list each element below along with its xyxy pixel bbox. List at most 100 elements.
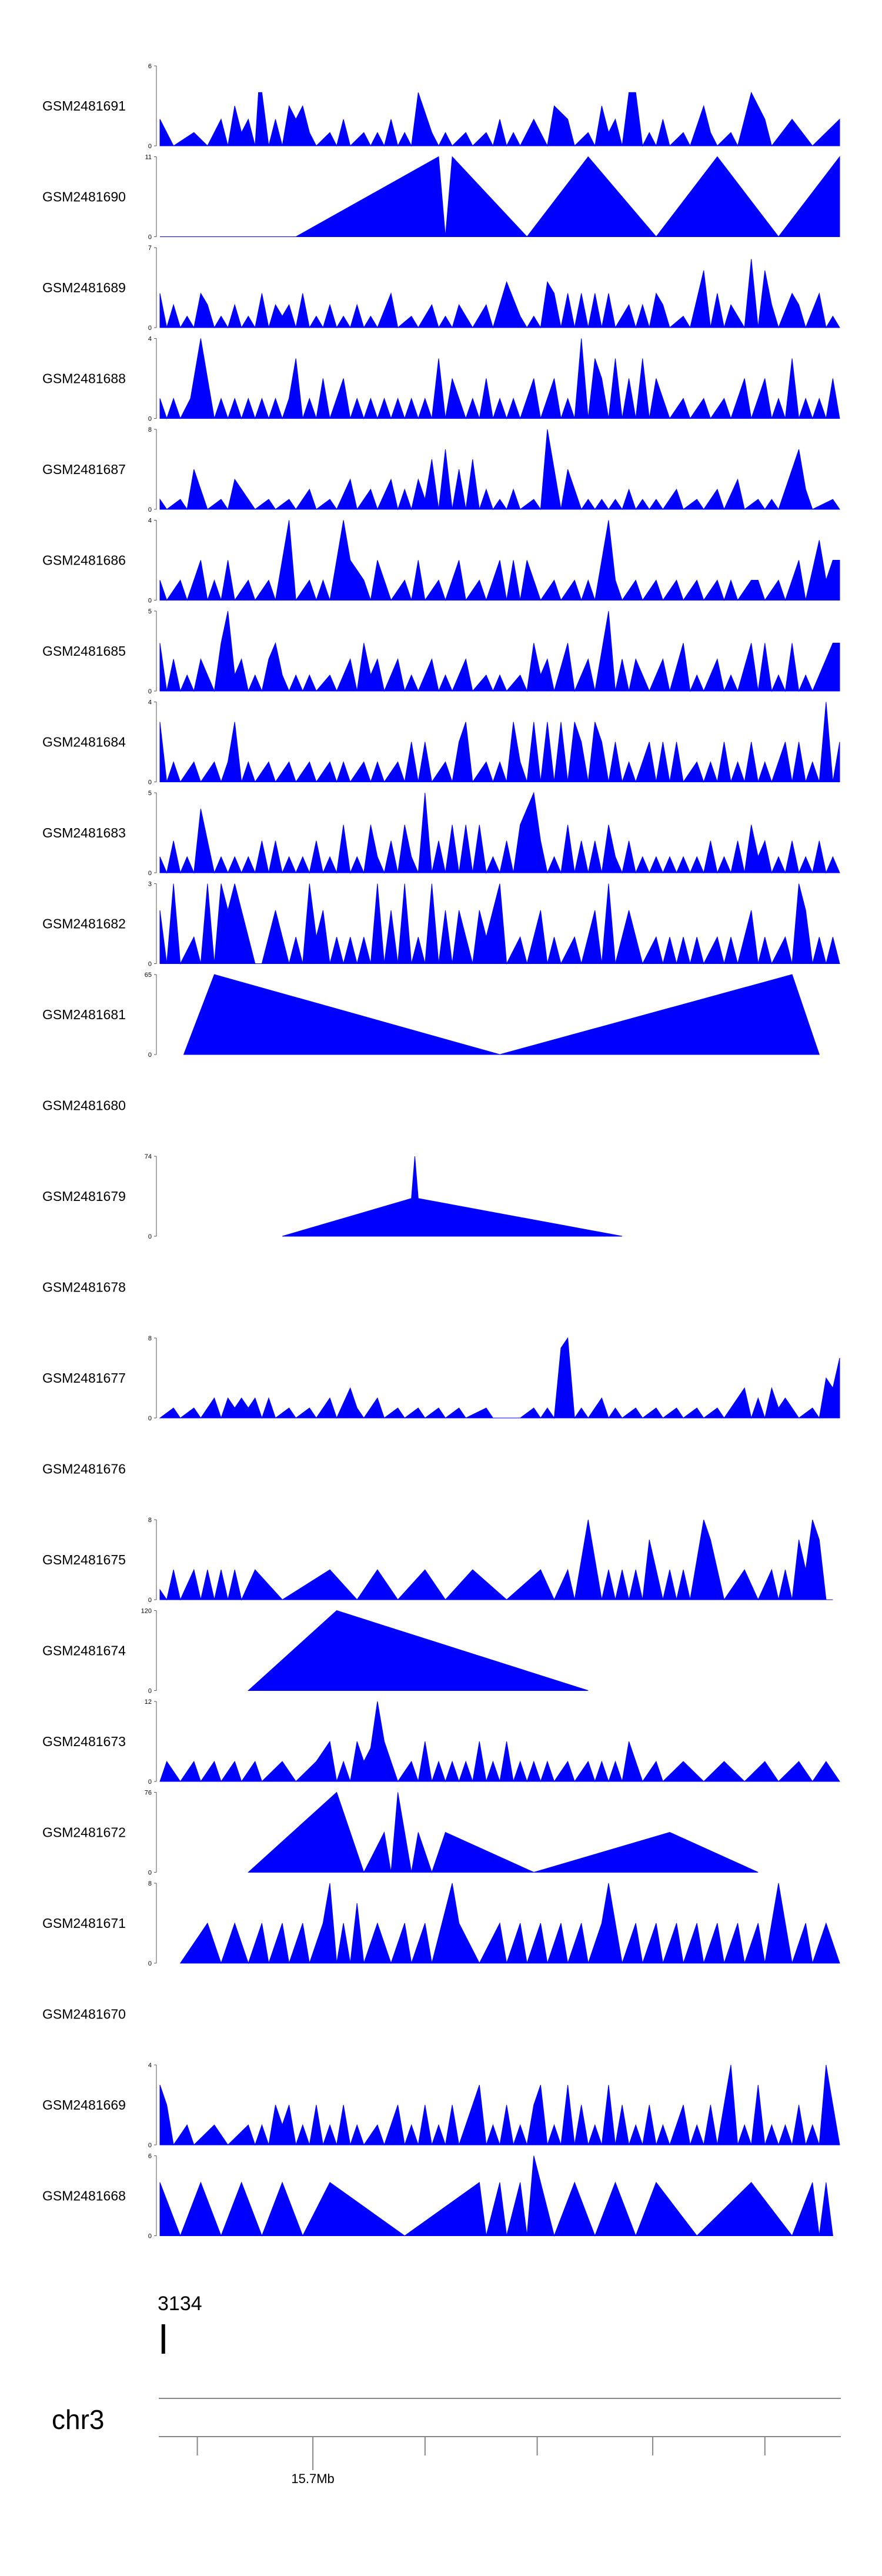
track-label: GSM2481675 bbox=[42, 1552, 126, 1567]
track-gsm2481683: GSM2481683 5 0 bbox=[42, 790, 840, 877]
track-signal-area bbox=[159, 883, 840, 965]
track-gsm2481684: GSM2481684 4 0 bbox=[42, 699, 840, 786]
track-ymax-label: 76 bbox=[145, 1790, 152, 1797]
track-label: GSM2481685 bbox=[42, 643, 126, 659]
coverage-count-label: 3134 bbox=[158, 2293, 202, 2315]
track-ymax-label: 120 bbox=[141, 1608, 152, 1615]
track-ymin-label: 0 bbox=[148, 234, 152, 241]
coverage-track: 3134 bbox=[158, 2293, 202, 2354]
track-label: GSM2481672 bbox=[42, 1825, 126, 1840]
track-gsm2481669: GSM2481669 4 0 bbox=[42, 2062, 840, 2149]
track-label: GSM2481688 bbox=[42, 371, 126, 386]
track-signal-area bbox=[159, 1701, 840, 1783]
track-signal-area bbox=[248, 1791, 759, 1874]
track-label: GSM2481689 bbox=[42, 280, 126, 295]
track-label: GSM2481684 bbox=[42, 735, 126, 750]
track-gsm2481674: GSM2481674 120 0 bbox=[42, 1608, 589, 1695]
track-gsm2481675: GSM2481675 8 0 bbox=[42, 1517, 833, 1604]
track-label: GSM2481691 bbox=[42, 98, 126, 114]
track-ymin-label: 0 bbox=[148, 143, 152, 150]
track-signal-area bbox=[159, 610, 840, 692]
track-label: GSM2481680 bbox=[42, 1098, 126, 1113]
track-ymin-label: 0 bbox=[148, 1597, 152, 1604]
track-signal-area bbox=[159, 259, 840, 329]
track-ymin-label: 0 bbox=[148, 598, 152, 605]
track-ymax-label: 4 bbox=[148, 699, 152, 706]
track-signal-area bbox=[159, 91, 840, 147]
track-gsm2481687: GSM2481687 8 0 bbox=[42, 426, 840, 513]
track-ymin-label: 0 bbox=[148, 2233, 152, 2240]
track-signal-area bbox=[159, 2064, 840, 2146]
track-gsm2481688: GSM2481688 4 0 bbox=[42, 336, 840, 423]
track-gsm2481686: GSM2481686 4 0 bbox=[42, 518, 840, 605]
track-ymin-label: 0 bbox=[148, 1870, 152, 1877]
track-ymax-label: 12 bbox=[145, 1699, 152, 1706]
track-ymax-label: 8 bbox=[148, 426, 152, 433]
track-label: GSM2481676 bbox=[42, 1461, 126, 1477]
track-signal-area bbox=[159, 429, 840, 510]
track-gsm2481677: GSM2481677 8 0 bbox=[42, 1335, 840, 1422]
track-ymax-label: 5 bbox=[148, 790, 152, 797]
track-ymax-label: 11 bbox=[145, 154, 152, 161]
track-ymin-label: 0 bbox=[148, 325, 152, 332]
chromosome-axis: chr3 15.7Mb bbox=[52, 2398, 841, 2486]
track-gsm2481691: GSM2481691 6 0 bbox=[42, 63, 840, 150]
track-label: GSM2481673 bbox=[42, 1734, 126, 1749]
track-gsm2481672: GSM2481672 76 0 bbox=[42, 1790, 759, 1877]
track-label: GSM2481674 bbox=[42, 1643, 126, 1659]
track-signal-area bbox=[160, 156, 840, 238]
track-ymax-label: 4 bbox=[148, 2062, 152, 2069]
track-ymax-label: 65 bbox=[145, 972, 152, 979]
track-label: GSM2481681 bbox=[42, 1007, 126, 1022]
track-gsm2481680: GSM2481680 bbox=[42, 1098, 126, 1113]
track-signal-area bbox=[159, 792, 840, 874]
track-label: GSM2481686 bbox=[42, 553, 126, 568]
track-gsm2481682: GSM2481682 3 0 bbox=[42, 881, 840, 968]
track-ymin-label: 0 bbox=[148, 870, 152, 877]
track-signal-area bbox=[159, 2155, 833, 2237]
track-ymax-label: 74 bbox=[145, 1153, 152, 1160]
track-gsm2481673: GSM2481673 12 0 bbox=[42, 1699, 840, 1786]
track-label: GSM2481679 bbox=[42, 1189, 126, 1204]
track-label: GSM2481683 bbox=[42, 825, 126, 840]
track-ymin-label: 0 bbox=[148, 2142, 152, 2149]
track-gsm2481671: GSM2481671 8 0 bbox=[42, 1880, 840, 1967]
track-ymin-label: 0 bbox=[148, 961, 152, 968]
track-signal-area bbox=[282, 1156, 623, 1237]
track-ymax-label: 4 bbox=[148, 518, 152, 525]
track-label: GSM2481682 bbox=[42, 916, 126, 932]
track-signal-area bbox=[159, 338, 840, 420]
track-gsm2481678: GSM2481678 bbox=[42, 1280, 126, 1295]
track-ymin-label: 0 bbox=[148, 1415, 152, 1422]
track-ymin-label: 0 bbox=[148, 1778, 152, 1786]
track-ymin-label: 0 bbox=[148, 688, 152, 695]
track-signal-area bbox=[159, 1519, 833, 1601]
track-ymax-label: 4 bbox=[148, 336, 152, 343]
track-ymin-label: 0 bbox=[148, 1052, 152, 1059]
track-ymax-label: 3 bbox=[148, 881, 152, 888]
track-gsm2481676: GSM2481676 bbox=[42, 1461, 126, 1477]
track-ymin-label: 0 bbox=[148, 1233, 152, 1240]
track-gsm2481681: GSM2481681 65 0 bbox=[42, 972, 820, 1059]
track-label: GSM2481687 bbox=[42, 462, 126, 477]
track-signal-area bbox=[248, 1610, 589, 1691]
axis-tick-label-15-7mb: 15.7Mb bbox=[291, 2471, 334, 2486]
track-gsm2481668: GSM2481668 6 0 bbox=[42, 2153, 833, 2240]
track-gsm2481689: GSM2481689 7 0 bbox=[42, 245, 840, 332]
track-ymax-label: 6 bbox=[148, 63, 152, 70]
track-label: GSM2481690 bbox=[42, 189, 126, 205]
track-ymin-label: 0 bbox=[148, 1960, 152, 1967]
track-ymax-label: 6 bbox=[148, 2153, 152, 2160]
axis-ticks bbox=[196, 2437, 766, 2470]
track-signal-area bbox=[183, 974, 820, 1055]
track-signal-area bbox=[179, 1883, 840, 1964]
track-gsm2481690: GSM2481690 11 0 bbox=[42, 154, 840, 241]
track-ymax-label: 8 bbox=[148, 1517, 152, 1524]
track-ymin-label: 0 bbox=[148, 506, 152, 513]
track-ymin-label: 0 bbox=[148, 416, 152, 423]
track-gsm2481670: GSM2481670 bbox=[42, 2007, 126, 2022]
track-ymax-label: 8 bbox=[148, 1335, 152, 1342]
track-ymax-label: 5 bbox=[148, 608, 152, 615]
track-signal-area bbox=[159, 520, 840, 602]
